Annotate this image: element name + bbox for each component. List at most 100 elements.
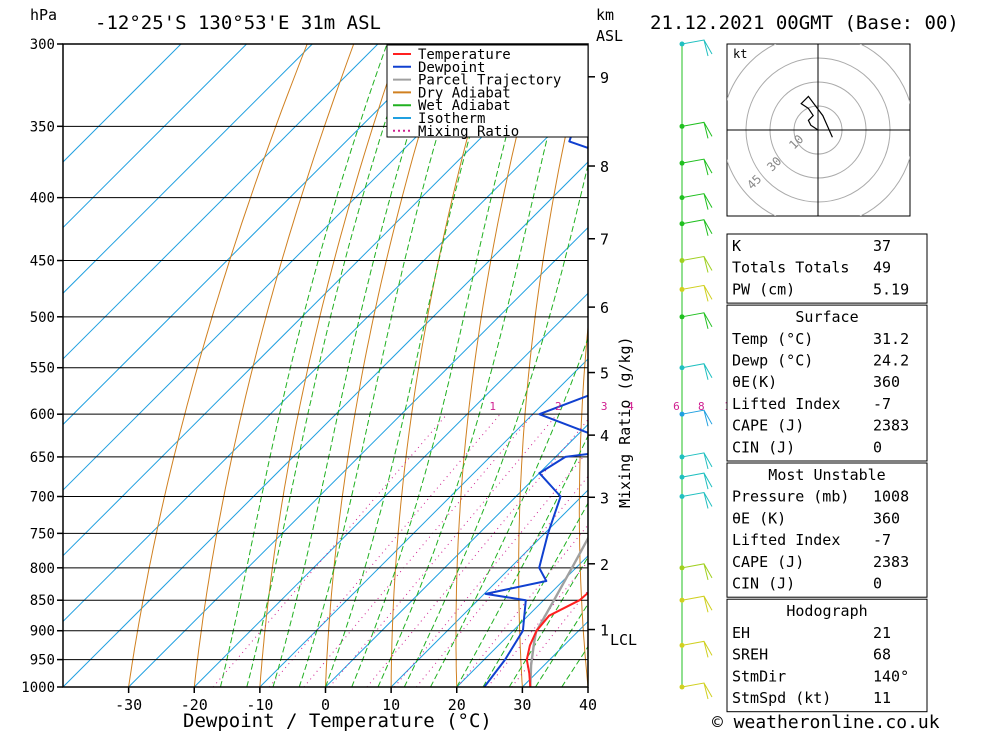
- pressure-tick-label: 950: [30, 653, 55, 669]
- isotherm-line: [63, 44, 510, 491]
- most-unstable-label: Lifted Index: [732, 531, 840, 549]
- temperature-tick-label: 10: [382, 696, 400, 714]
- isobar-lines: [63, 43, 588, 688]
- temperature-tick-label: 20: [448, 696, 466, 714]
- wet-adiabat-line: [246, 44, 412, 687]
- mixing-ratio-line: [329, 413, 558, 687]
- height-tick-label: 3: [600, 489, 609, 507]
- pressure-tick-label: 600: [30, 407, 55, 423]
- most-unstable-label: Pressure (mb): [732, 488, 849, 506]
- x-axis-title: Dewpoint / Temperature (°C): [183, 710, 492, 732]
- mixing-ratio-label: 4: [627, 400, 634, 413]
- isotherm-line: [63, 95, 588, 623]
- surface-label: CIN (J): [732, 438, 795, 456]
- height-tick-label: 2: [600, 556, 609, 574]
- indices-value: 37: [873, 237, 891, 255]
- datetime-title: 21.12.2021 00GMT (Base: 00): [650, 12, 959, 34]
- wind-barb: [681, 284, 713, 302]
- pressure-tick-label: 1000: [21, 680, 55, 696]
- most-unstable-value: 360: [873, 509, 900, 527]
- isotherm-line: [63, 44, 313, 294]
- height-tick-label: 5: [600, 365, 609, 383]
- surface-value: 0: [873, 438, 882, 456]
- height-tick-label: 8: [600, 158, 609, 176]
- hodograph-table-value: 68: [873, 646, 891, 664]
- legend-entry: Parcel Trajectory: [418, 73, 561, 89]
- wind-barb: [681, 595, 713, 613]
- dry-adiabat-line: [518, 44, 587, 687]
- surface-box: [726, 304, 928, 462]
- isotherm-line: [63, 44, 576, 557]
- wet-adiabat-line: [403, 163, 588, 687]
- temperature-tick-label: 30: [513, 696, 531, 714]
- temperature-tick-label: -20: [181, 696, 208, 714]
- surface-value: -7: [873, 395, 891, 413]
- pressure-tick-label: 450: [30, 254, 55, 270]
- most-unstable-label: θE (K): [732, 509, 786, 527]
- mixing-ratio-line: [268, 413, 501, 687]
- indices-box: [726, 233, 928, 304]
- wind-barb: [681, 193, 713, 210]
- wet-adiabat-line: [325, 44, 497, 687]
- height-tick-label: 9: [600, 69, 609, 87]
- mixing-ratio-line: [212, 413, 448, 687]
- pressure-tick-label: 650: [30, 450, 55, 466]
- hodograph-trace: [800, 95, 833, 138]
- wind-barb: [681, 682, 713, 700]
- surface-value: 24.2: [873, 352, 909, 370]
- isotherm-line: [63, 44, 182, 163]
- temperature-tick-label: 40: [579, 696, 597, 714]
- temperature-axis: -30 -20 -10 0 10 20 30 40: [115, 687, 597, 714]
- hodograph-table-label: StmDir: [732, 667, 786, 685]
- mixing-ratio-label: 8: [698, 400, 705, 413]
- indices-label: PW (cm): [732, 280, 795, 298]
- wet-adiabat-line: [508, 556, 588, 687]
- hodograph-table-value: 140°: [873, 667, 909, 685]
- wind-barb: [681, 255, 713, 273]
- isotherm-line: [325, 423, 588, 687]
- hodograph-table-value: 21: [873, 624, 891, 642]
- temperature-tick-label: -10: [246, 696, 273, 714]
- pressure-unit-label: hPa: [30, 6, 57, 24]
- hodograph-unit: kt: [733, 47, 747, 61]
- pressure-tick-label: 800: [30, 561, 55, 577]
- surface-label: CAPE (J): [732, 417, 804, 435]
- indices-value: 5.19: [873, 280, 909, 298]
- indices-value: 49: [873, 259, 891, 277]
- surface-label: θE(K): [732, 373, 777, 391]
- asl-unit-label: ASL: [596, 27, 623, 45]
- temperature-tick-label: -30: [115, 696, 142, 714]
- legend-entry: Isotherm: [418, 111, 485, 127]
- isotherm-line: [63, 161, 588, 687]
- surface-label: Temp (°C): [732, 330, 813, 348]
- most-unstable-value: -7: [873, 531, 891, 549]
- mixing-ratio-label: 6: [673, 400, 680, 413]
- most-unstable-value: 2383: [873, 553, 909, 571]
- wet-adiabat-line: [298, 44, 466, 687]
- wind-profile: [679, 39, 713, 700]
- surface-value: 2383: [873, 417, 909, 435]
- wind-barb: [681, 121, 713, 139]
- parcel-line: [529, 535, 588, 687]
- isotherm-line: [63, 44, 247, 229]
- most-unstable-box: [726, 462, 928, 598]
- dry-adiabat-line: [193, 44, 355, 687]
- pressure-tick-label: 350: [30, 119, 55, 135]
- wind-barb: [681, 563, 713, 580]
- most-unstable-title: Most Unstable: [768, 466, 885, 484]
- wind-barb: [681, 452, 713, 470]
- height-tick-label: 7: [600, 231, 609, 249]
- pressure-tick-label: 700: [30, 490, 55, 506]
- wind-barb: [681, 158, 713, 176]
- hodograph-table-box: [726, 598, 928, 713]
- pressure-tick-label: 400: [30, 191, 55, 207]
- mixing-ratio-line: [394, 450, 588, 687]
- wind-barb: [681, 39, 713, 57]
- hodograph-table-label: StmSpd (kt): [732, 689, 831, 707]
- pressure-tick-label: 500: [30, 310, 55, 326]
- wet-adiabat-line: [220, 44, 388, 687]
- surface-label: Dewp (°C): [732, 352, 813, 370]
